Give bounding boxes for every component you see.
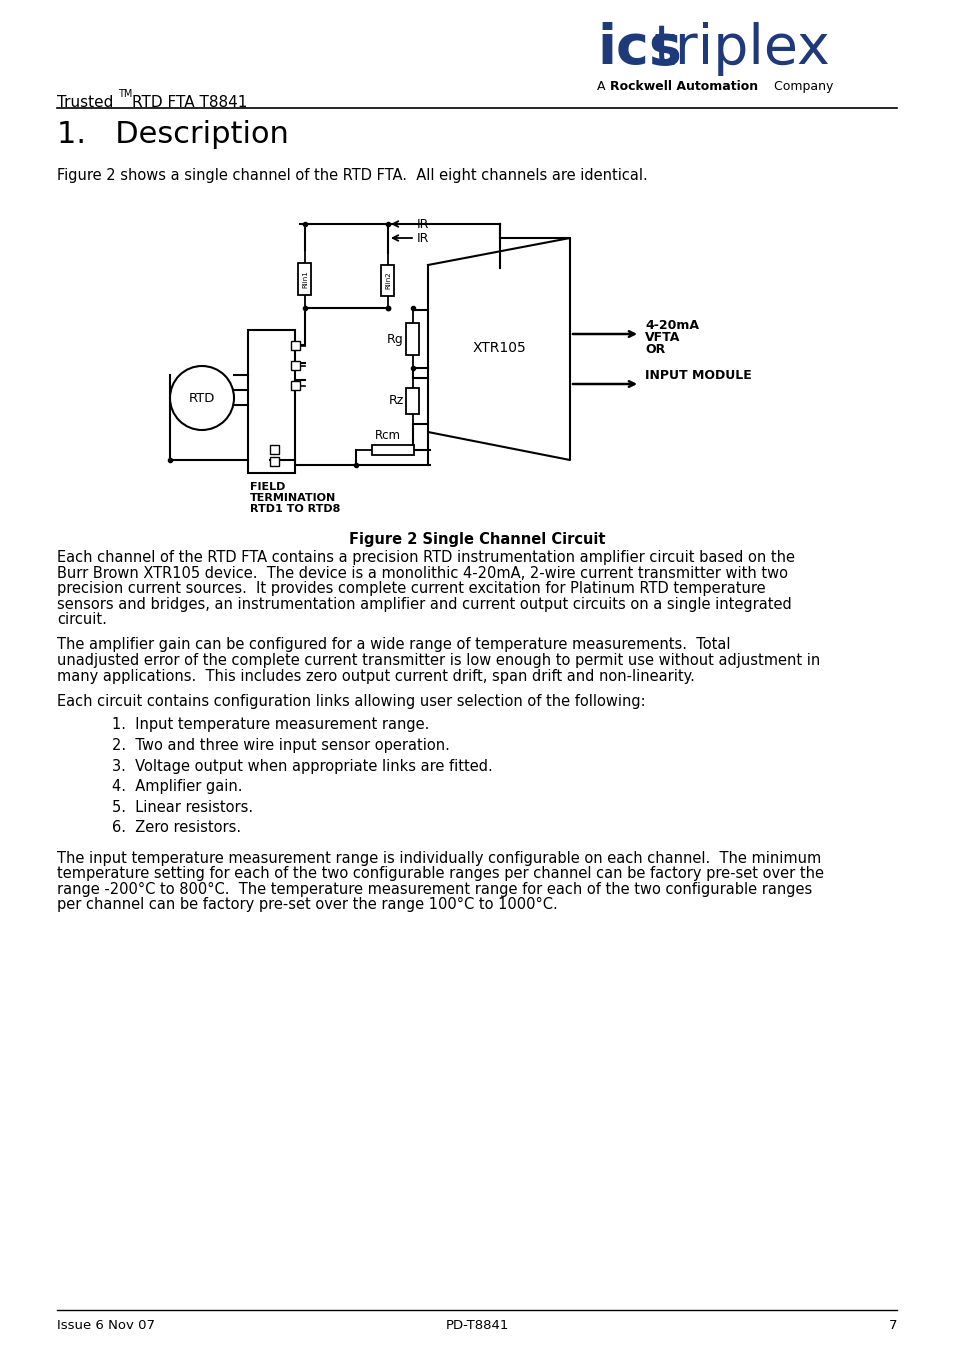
Text: 2.  Two and three wire input sensor operation.: 2. Two and three wire input sensor opera… [112, 738, 450, 753]
Bar [406, 323, 419, 355]
Text: 4-20mA: 4-20mA [644, 319, 699, 332]
Text: Rlin2: Rlin2 [385, 272, 391, 289]
Text: Company: Company [769, 80, 833, 93]
Text: INPUT MODULE: INPUT MODULE [644, 369, 751, 382]
Text: Issue 6 Nov 07: Issue 6 Nov 07 [57, 1319, 154, 1332]
Text: The input temperature measurement range is individually configurable on each cha: The input temperature measurement range … [57, 851, 821, 866]
Text: RTD FTA T8841: RTD FTA T8841 [132, 95, 247, 109]
Text: 3.  Voltage output when appropriate links are fitted.: 3. Voltage output when appropriate links… [112, 758, 493, 774]
Text: Rg: Rg [387, 332, 403, 346]
Bar [270, 444, 278, 454]
Text: 6.  Zero resistors.: 6. Zero resistors. [112, 820, 241, 835]
Text: 5.  Linear resistors.: 5. Linear resistors. [112, 800, 253, 815]
Text: 1.   Description: 1. Description [57, 120, 289, 149]
Text: circuit.: circuit. [57, 612, 107, 627]
Text: unadjusted error of the complete current transmitter is low enough to permit use: unadjusted error of the complete current… [57, 653, 820, 667]
Circle shape [170, 366, 233, 430]
Text: Trusted: Trusted [57, 95, 113, 109]
Text: ics: ics [597, 22, 681, 76]
Text: 7: 7 [887, 1319, 896, 1332]
Text: RTD1 TO RTD8: RTD1 TO RTD8 [250, 504, 340, 513]
Text: 1.  Input temperature measurement range.: 1. Input temperature measurement range. [112, 717, 429, 732]
Text: many applications.  This includes zero output current drift, span drift and non-: many applications. This includes zero ou… [57, 669, 694, 684]
Text: Rz: Rz [388, 394, 403, 408]
Text: Figure 2 Single Channel Circuit: Figure 2 Single Channel Circuit [349, 532, 604, 547]
Text: The amplifier gain can be configured for a wide range of temperature measurement: The amplifier gain can be configured for… [57, 638, 730, 653]
Text: TM: TM [118, 89, 132, 99]
Text: 4.  Amplifier gain.: 4. Amplifier gain. [112, 780, 242, 794]
Text: temperature setting for each of the two configurable ranges per channel can be f: temperature setting for each of the two … [57, 866, 823, 881]
Text: sensors and bridges, an instrumentation amplifier and current output circuits on: sensors and bridges, an instrumentation … [57, 597, 791, 612]
Bar [291, 381, 299, 390]
Text: Rcm: Rcm [375, 430, 400, 442]
Bar [406, 388, 419, 413]
Text: IR: IR [416, 231, 429, 245]
Text: Rlin1: Rlin1 [302, 270, 308, 288]
Text: triplex: triplex [654, 22, 830, 76]
Text: Each channel of the RTD FTA contains a precision RTD instrumentation amplifier c: Each channel of the RTD FTA contains a p… [57, 550, 794, 565]
Bar [372, 444, 414, 455]
Bar [298, 262, 312, 296]
Text: Rockwell Automation: Rockwell Automation [609, 80, 758, 93]
Text: OR: OR [644, 343, 664, 357]
Bar [248, 330, 294, 473]
Text: range -200°C to 800°C.  The temperature measurement range for each of the two co: range -200°C to 800°C. The temperature m… [57, 881, 811, 897]
Text: XTR105: XTR105 [472, 342, 525, 355]
Text: RTD: RTD [189, 392, 215, 404]
Text: per channel can be factory pre-set over the range 100°C to 1000°C.: per channel can be factory pre-set over … [57, 897, 558, 912]
Text: TERMINATION: TERMINATION [250, 493, 335, 503]
Bar [270, 457, 278, 466]
Text: precision current sources.  It provides complete current excitation for Platinum: precision current sources. It provides c… [57, 581, 765, 596]
Text: A: A [597, 80, 609, 93]
Bar [381, 265, 395, 296]
Text: Each circuit contains configuration links allowing user selection of the followi: Each circuit contains configuration link… [57, 694, 645, 709]
Bar [291, 340, 299, 350]
Text: VFTA: VFTA [644, 331, 679, 345]
Text: Burr Brown XTR105 device.  The device is a monolithic 4-20mA, 2-wire current tra: Burr Brown XTR105 device. The device is … [57, 566, 787, 581]
Text: FIELD: FIELD [250, 482, 285, 492]
Text: PD-T8841: PD-T8841 [445, 1319, 508, 1332]
Text: IR: IR [416, 218, 429, 231]
Bar [291, 361, 299, 370]
Text: Figure 2 shows a single channel of the RTD FTA.  All eight channels are identica: Figure 2 shows a single channel of the R… [57, 168, 647, 182]
